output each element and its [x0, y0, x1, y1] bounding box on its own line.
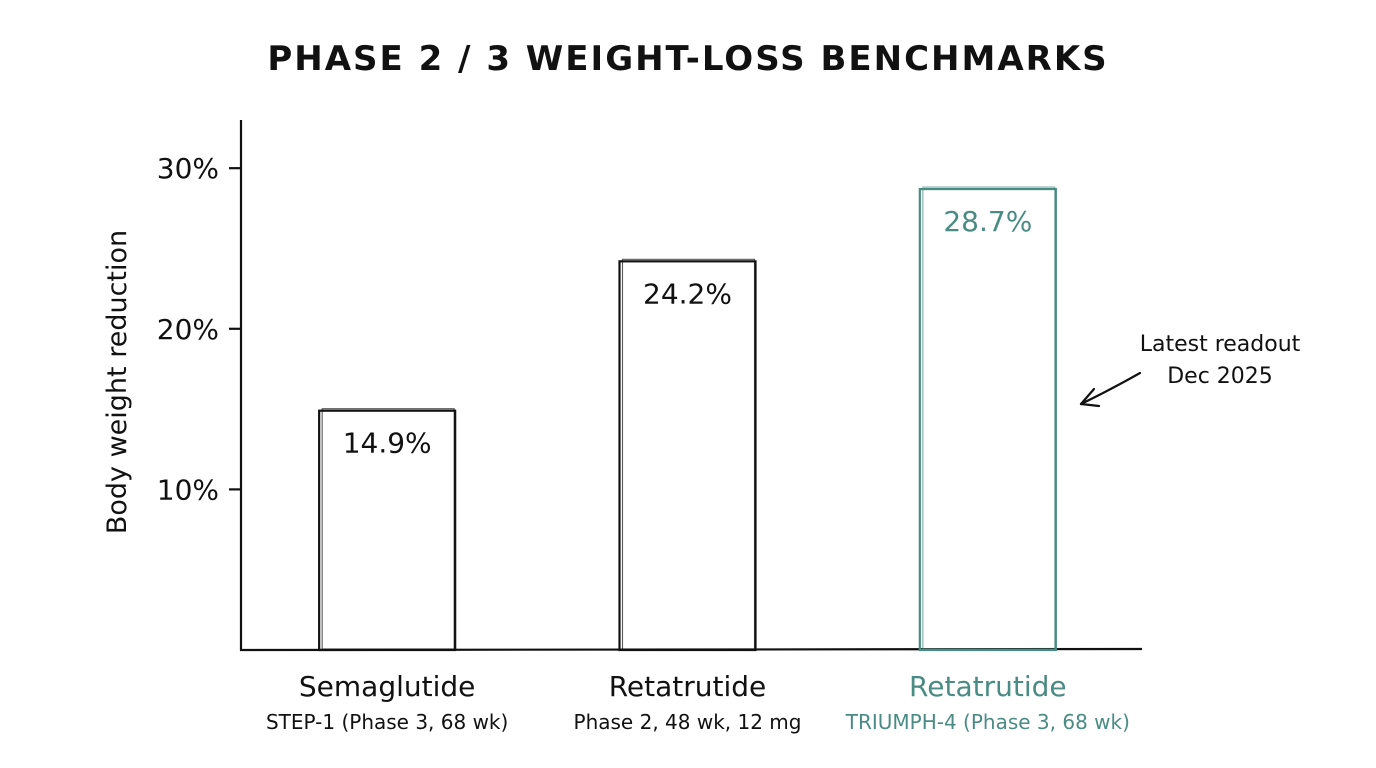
bar-value-label: 24.2% — [643, 277, 732, 310]
bar-3: 28.7% — [918, 186, 1057, 652]
y-tick-label: 30% — [157, 152, 219, 185]
x-category-subtitle: STEP-1 (Phase 3, 68 wk) — [266, 710, 508, 734]
annotation-arrow-icon — [1079, 371, 1142, 408]
bar-outline — [918, 187, 1057, 652]
x-category-label: Retatrutide — [909, 670, 1067, 703]
bar-sketch-stroke — [321, 408, 455, 650]
bar-1: 14.9% — [318, 408, 457, 652]
y-axis-ticks: 10% 20% 30% — [157, 152, 241, 506]
bar-value-label: 14.9% — [343, 427, 432, 460]
bar-sketch-stroke — [922, 186, 1056, 650]
y-tick-label: 20% — [157, 313, 219, 346]
x-category-subtitle: Phase 2, 48 wk, 12 mg — [574, 710, 802, 734]
bar-value-label: 28.7% — [943, 205, 1032, 238]
x-category-label: Retatrutide — [609, 670, 767, 703]
annotation-line-1: Latest readout — [1140, 332, 1301, 357]
bars: 14.9% 24.2% 28.7% — [318, 186, 1057, 652]
y-tick-label: 10% — [157, 473, 219, 506]
bar-2: 24.2% — [618, 258, 757, 652]
annotation: Latest readout Dec 2025 — [1079, 332, 1301, 408]
bar-sketch-stroke — [621, 258, 756, 650]
bar-outline — [618, 260, 757, 652]
axes — [239, 120, 1143, 652]
chart-title: PHASE 2 / 3 WEIGHT-LOSS BENCHMARKS — [267, 39, 1108, 79]
annotation-line-2: Dec 2025 — [1167, 364, 1273, 389]
y-axis-label: Body weight reduction — [102, 230, 133, 534]
bar-outline — [318, 409, 457, 652]
x-category-label: Semaglutide — [299, 670, 476, 703]
x-axis-labels: Semaglutide STEP-1 (Phase 3, 68 wk) Retatr… — [266, 670, 1130, 734]
x-category-subtitle: TRIUMPH-4 (Phase 3, 68 wk) — [845, 710, 1130, 734]
